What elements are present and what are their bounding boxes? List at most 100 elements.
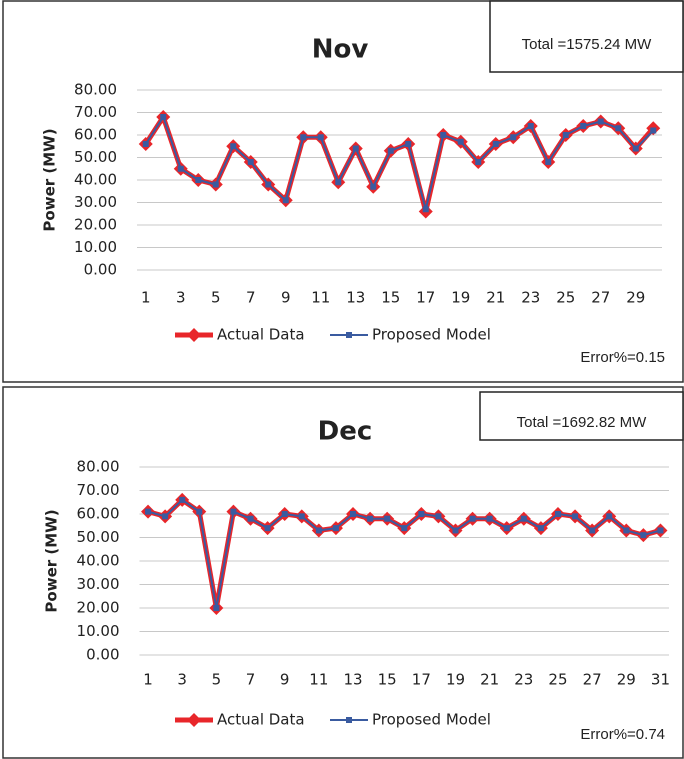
data-point (418, 511, 425, 517)
data-point (370, 183, 377, 190)
data-point (179, 496, 186, 503)
data-point (520, 515, 527, 522)
data-point (265, 181, 272, 188)
data-point (503, 525, 510, 532)
x-tick-label: 25 (556, 289, 575, 307)
x-tick-label: 29 (617, 671, 636, 689)
data-point (247, 515, 254, 522)
data-point (230, 508, 237, 515)
series-line (147, 497, 662, 611)
data-point (298, 513, 305, 520)
data-point (352, 145, 359, 152)
y-tick-label: 0.00 (84, 261, 117, 279)
data-point (213, 605, 220, 611)
y-tick-label: 80.00 (74, 81, 117, 99)
data-point (264, 525, 271, 532)
x-tick-label: 7 (246, 289, 256, 307)
x-tick-label: 15 (381, 289, 400, 307)
data-point (650, 127, 657, 134)
x-tick-label: 1 (143, 671, 153, 689)
legend-marker (346, 717, 352, 723)
data-point (332, 525, 339, 532)
y-tick-label: 40.00 (74, 171, 117, 189)
y-tick-label: 80.00 (77, 458, 120, 476)
y-tick-label: 10.00 (74, 238, 117, 256)
total-annotation: Total =1692.82 MW (517, 414, 647, 431)
panel-border (2, 0, 684, 383)
y-tick-label: 20.00 (77, 599, 120, 617)
total-box (489, 0, 684, 73)
data-point (623, 527, 630, 534)
data-point (317, 134, 324, 141)
data-point (196, 508, 203, 515)
x-tick-label: 27 (583, 671, 602, 689)
data-point (589, 527, 596, 534)
data-point (597, 118, 604, 125)
data-point (527, 123, 534, 129)
y-tick-label: 10.00 (77, 622, 120, 640)
x-tick-label: 15 (378, 671, 397, 689)
data-point (615, 125, 622, 132)
x-tick-label: 19 (451, 289, 470, 307)
y-tick-label: 20.00 (74, 216, 117, 234)
panel-border (2, 386, 684, 759)
x-tick-label: 11 (311, 289, 330, 307)
data-point (422, 206, 429, 213)
data-point (475, 159, 482, 165)
data-point (405, 141, 412, 147)
data-point (145, 508, 152, 515)
x-tick-label: 19 (446, 671, 465, 689)
x-tick-label: 31 (651, 671, 670, 689)
data-point (545, 159, 552, 165)
y-tick-label: 60.00 (74, 126, 117, 144)
y-axis-label: Power (MW) (41, 128, 59, 231)
x-tick-label: 9 (280, 671, 290, 689)
data-point (440, 132, 447, 138)
data-point (282, 197, 289, 204)
x-tick-label: 7 (246, 671, 256, 689)
data-point (367, 515, 374, 522)
x-tick-label: 17 (412, 671, 431, 689)
data-point (537, 525, 544, 532)
data-point (315, 527, 322, 534)
y-tick-label: 70.00 (77, 481, 120, 499)
data-point (510, 134, 517, 141)
legend-marker (187, 713, 201, 727)
legend-marker (346, 332, 352, 338)
x-tick-label: 3 (177, 671, 187, 689)
series-line (143, 114, 656, 214)
data-point (572, 513, 579, 520)
data-point (195, 177, 202, 183)
data-point (657, 527, 664, 534)
data-point (457, 138, 464, 145)
x-tick-label: 5 (211, 289, 221, 307)
data-point (580, 123, 587, 129)
data-point (247, 159, 254, 165)
error-annotation: Error%=0.74 (580, 726, 665, 743)
legend-label: Proposed Model (372, 326, 491, 344)
data-point (212, 181, 219, 188)
data-point (452, 527, 459, 534)
y-tick-label: 50.00 (77, 528, 120, 546)
x-tick-label: 5 (212, 671, 222, 689)
y-tick-label: 60.00 (77, 505, 120, 523)
data-point (350, 511, 357, 517)
data-point (606, 513, 613, 520)
x-tick-label: 9 (281, 289, 291, 307)
x-tick-label: 21 (480, 671, 499, 689)
x-tick-label: 23 (521, 289, 540, 307)
data-point (177, 165, 184, 172)
error-annotation: Error%=0.15 (580, 349, 665, 366)
data-point (142, 141, 149, 147)
data-point (632, 145, 639, 152)
x-tick-label: 17 (416, 289, 435, 307)
data-point (562, 132, 569, 138)
data-point (230, 143, 237, 150)
chart-title: Dec (318, 417, 373, 447)
y-tick-label: 30.00 (77, 575, 120, 593)
x-tick-label: 25 (548, 671, 567, 689)
legend-label: Actual Data (217, 326, 305, 344)
x-tick-label: 1 (141, 289, 151, 307)
data-point (435, 513, 442, 520)
data-point (469, 515, 476, 522)
